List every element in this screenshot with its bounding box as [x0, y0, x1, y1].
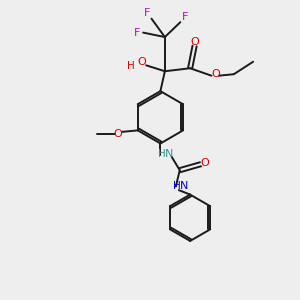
Text: O: O: [114, 129, 122, 139]
Text: H: H: [172, 181, 180, 191]
Text: O: O: [200, 158, 209, 168]
Text: N: N: [164, 149, 173, 159]
Text: O: O: [211, 69, 220, 79]
Text: N: N: [179, 181, 188, 191]
Text: O: O: [190, 37, 199, 46]
Text: F: F: [182, 12, 188, 22]
Text: O: O: [138, 57, 146, 67]
Text: F: F: [144, 8, 150, 18]
Text: F: F: [134, 28, 140, 38]
Text: H: H: [128, 61, 135, 71]
Text: H: H: [158, 149, 166, 159]
